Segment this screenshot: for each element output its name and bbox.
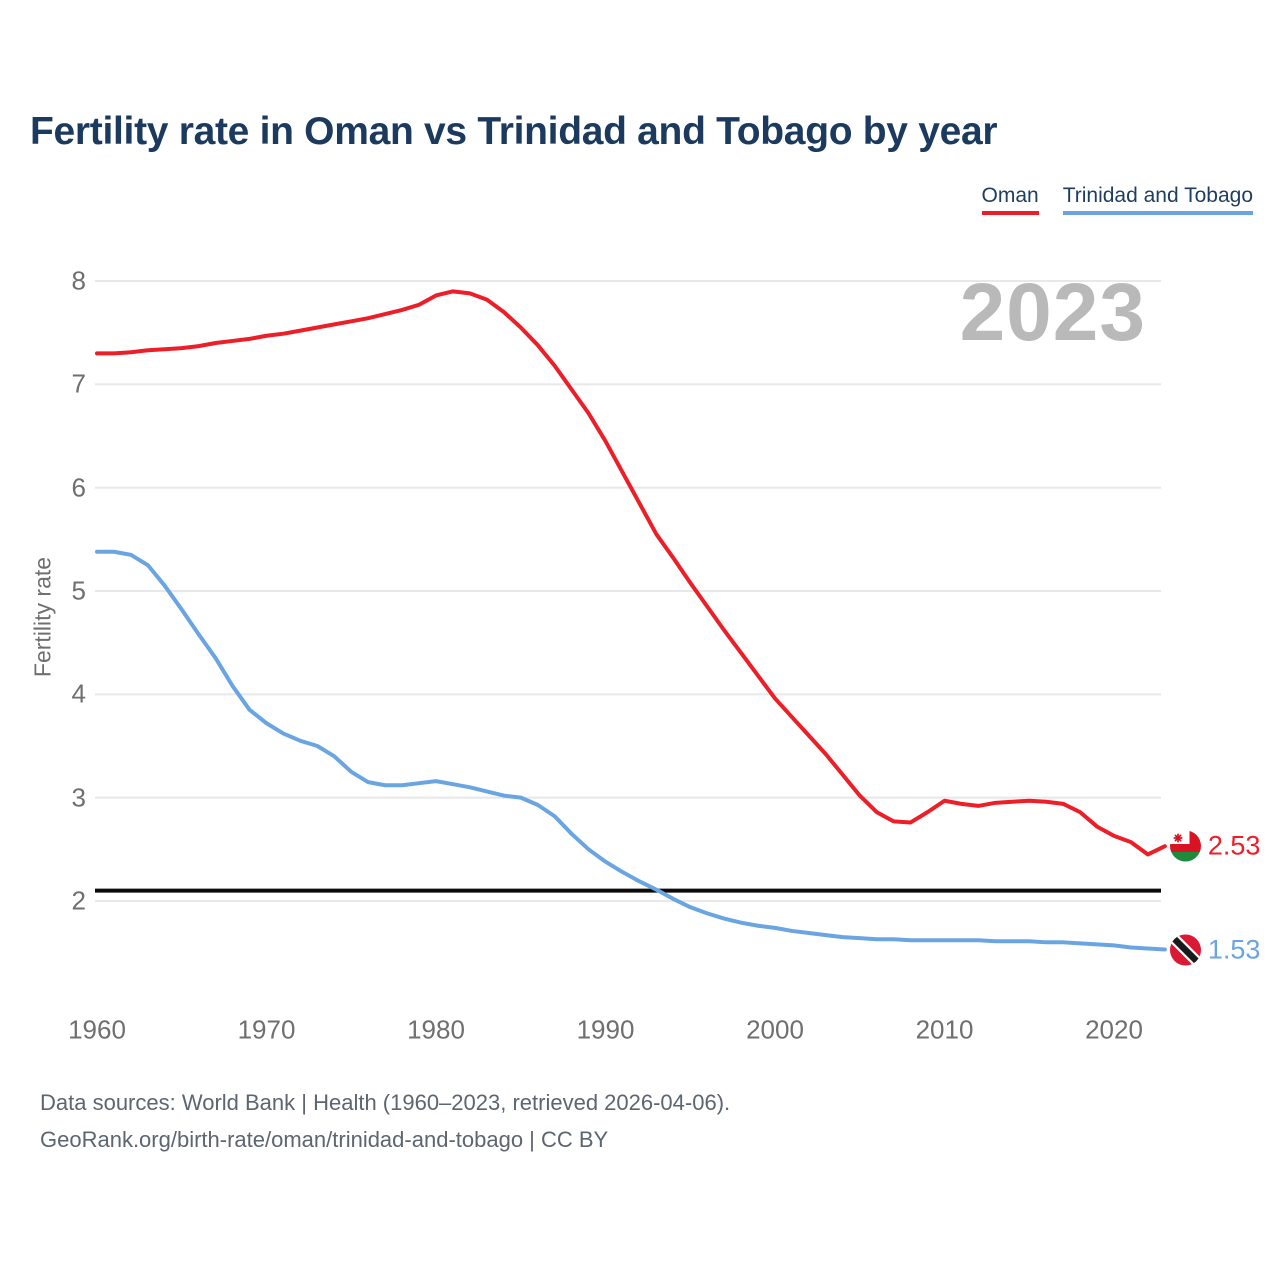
trinidad-and-tobago-flag-icon xyxy=(1169,934,1201,966)
y-tick-2: 2 xyxy=(71,885,86,916)
x-tick-1990: 1990 xyxy=(576,1014,635,1045)
y-tick-4: 4 xyxy=(71,678,86,709)
x-tick-1960: 1960 xyxy=(68,1014,126,1045)
watermark-year: 2023 xyxy=(959,267,1146,358)
series-line-trinidad-and-tobago xyxy=(95,549,1167,952)
y-tick-3: 3 xyxy=(71,782,86,813)
source-line-2: GeoRank.org/birth-rate/oman/trinidad-and… xyxy=(40,1127,609,1152)
y-tick-6: 6 xyxy=(71,472,86,503)
y-tick-5: 5 xyxy=(71,575,86,606)
series-end-value-oman: 2.53 xyxy=(1207,830,1261,861)
series-end-label-oman: 2.53 xyxy=(1169,830,1261,862)
x-tick-2020: 2020 xyxy=(1085,1014,1143,1045)
x-tick-1970: 1970 xyxy=(237,1014,296,1045)
x-tick-2010: 2010 xyxy=(915,1014,974,1045)
oman-emblem-icon xyxy=(1173,833,1183,843)
legend: Oman Trinidad and Tobago xyxy=(981,184,1253,215)
y-tick-7: 7 xyxy=(71,368,86,399)
legend-item-trinidad-and-tobago[interactable]: Trinidad and Tobago xyxy=(1062,184,1253,215)
y-tick-8: 8 xyxy=(71,265,86,296)
source-line-1: Data sources: World Bank | Health (1960–… xyxy=(40,1090,731,1115)
x-tick-2000: 2000 xyxy=(746,1014,804,1045)
oman-flag-icon xyxy=(1169,830,1201,862)
series-line-oman xyxy=(95,289,1167,857)
source-note: Data sources: World Bank | Health (1960–… xyxy=(40,1084,730,1158)
series-end-value-trinidad-and-tobago: 1.53 xyxy=(1207,934,1261,965)
series-end-label-trinidad-and-tobago: 1.53 xyxy=(1169,934,1261,966)
x-tick-1980: 1980 xyxy=(407,1014,465,1045)
legend-item-oman[interactable]: Oman xyxy=(981,184,1039,215)
page-title: Fertility rate in Oman vs Trinidad and T… xyxy=(30,110,998,153)
